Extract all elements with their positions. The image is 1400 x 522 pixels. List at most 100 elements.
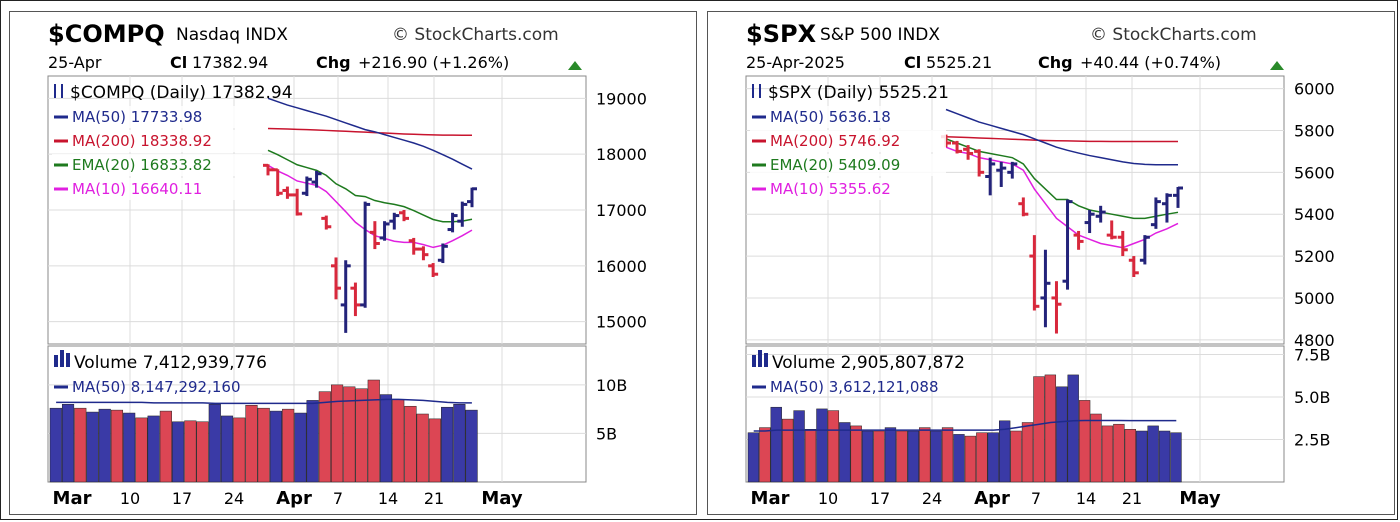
- indicator-legend-label: MA(50) 5636.18: [770, 108, 891, 126]
- x-tick-label: Mar: [751, 488, 790, 509]
- volume-bar: [61, 404, 75, 483]
- indicator-legend-label: MA(50) 17733.98: [72, 108, 202, 126]
- price-y-tick-label: 5400: [1294, 205, 1335, 224]
- volume-bar: [1136, 430, 1148, 483]
- volume-bar: [416, 413, 429, 483]
- volume-bar: [294, 412, 307, 483]
- volume-ma-legend-label: MA(50) 8,147,292,160: [72, 378, 241, 396]
- volume-bar: [1101, 425, 1114, 483]
- x-tick-label: 7: [333, 489, 343, 508]
- volume-bar: [999, 420, 1011, 483]
- price-y-tick-label: 4800: [1294, 331, 1335, 350]
- x-tick-label: 14: [378, 489, 398, 508]
- ma10-line: [945, 146, 1179, 249]
- price-y-tick-label: 5200: [1294, 247, 1335, 266]
- volume-bar: [392, 399, 405, 483]
- volume-bar: [98, 408, 111, 483]
- volume-bar: [896, 430, 908, 483]
- volume-bar: [135, 417, 148, 483]
- x-tick-label: 24: [922, 489, 942, 508]
- volume-legend-title: Volume 2,905,807,872: [772, 353, 965, 373]
- volume-bar: [1147, 425, 1159, 483]
- change-caption: Chg: [1038, 53, 1073, 72]
- change-caption: Chg: [316, 53, 351, 72]
- indicator-legend-bg: [52, 130, 260, 152]
- price-y-tick-label: 5800: [1294, 121, 1335, 140]
- volume-bar: [770, 406, 782, 483]
- volume-bar: [86, 411, 99, 483]
- volume-bar: [1056, 386, 1068, 483]
- volume-y-tick-label: 2.5B: [1294, 431, 1330, 450]
- volume-bar: [907, 430, 919, 483]
- x-tick-label: 17: [172, 489, 192, 508]
- up-arrow-icon: [568, 61, 582, 70]
- x-tick-label: 10: [818, 489, 838, 508]
- volume-legend-icon-bar: [758, 350, 762, 367]
- volume-bar: [184, 420, 197, 483]
- volume-bar: [1170, 432, 1182, 483]
- volume-bar: [1067, 374, 1079, 483]
- volume-bar: [379, 394, 393, 483]
- volume-bar: [269, 410, 282, 483]
- ma200-line: [267, 127, 472, 136]
- volume-bar: [318, 391, 331, 483]
- x-tick-label: Mar: [53, 488, 92, 509]
- indicator-legend-label: EMA(20) 5409.09: [770, 156, 900, 174]
- volume-y-tick-label: 5B: [596, 424, 617, 443]
- indicator-legend-bg: [750, 178, 930, 200]
- indicator-legend-label: MA(10) 16640.11: [72, 180, 202, 198]
- volume-bar: [220, 415, 234, 483]
- volume-bar: [1010, 430, 1022, 483]
- volume-bar: [343, 386, 356, 483]
- x-tick-label: 24: [224, 489, 244, 508]
- indicator-legend-bg: [750, 154, 946, 176]
- volume-ma-line: [56, 398, 472, 405]
- volume-ma-legend-label: MA(50) 3,612,121,088: [770, 378, 939, 396]
- volume-bar: [441, 406, 454, 483]
- volume-legend-title: Volume 7,412,939,776: [74, 353, 267, 373]
- volume-bar: [355, 388, 368, 483]
- volume-bar: [839, 422, 851, 483]
- price-y-tick-label: 5000: [1294, 289, 1335, 308]
- volume-bar: [759, 427, 771, 483]
- volume-legend-icon: [54, 355, 58, 367]
- chart-panel-compq: $COMPQ Nasdaq INDX © StockCharts.com 25-Apr…: [9, 11, 697, 515]
- x-tick-label: 21: [1122, 489, 1142, 508]
- volume-bar: [804, 429, 817, 483]
- volume-bar: [172, 421, 185, 483]
- x-tick-label: Apr: [276, 488, 312, 509]
- x-tick-label: Apr: [974, 488, 1010, 509]
- volume-bar: [1158, 430, 1171, 483]
- indicator-legend-label: MA(10) 5355.62: [770, 180, 891, 198]
- watermark-label: © StockCharts.com: [1090, 25, 1257, 45]
- indicator-legend-label: MA(200) 5746.92: [770, 132, 900, 150]
- volume-bar: [428, 418, 441, 483]
- x-tick-label: 21: [424, 489, 444, 508]
- date-label: 25-Apr: [48, 53, 102, 72]
- price-y-tick-label: 6000: [1294, 80, 1335, 99]
- volume-bar: [453, 404, 466, 483]
- volume-bar: [850, 425, 862, 483]
- x-tick-label: 7: [1031, 489, 1041, 508]
- x-tick-label: 10: [120, 489, 140, 508]
- volume-bar: [233, 417, 246, 483]
- indicator-legend-label: MA(200) 18338.92: [72, 132, 212, 150]
- volume-bar: [747, 432, 760, 483]
- volume-bar: [306, 400, 319, 483]
- volume-legend-icon-bar: [764, 353, 768, 367]
- close-value: 5525.21: [926, 53, 992, 72]
- volume-bar: [1044, 374, 1057, 483]
- indicator-legend-bg: [750, 106, 930, 128]
- volume-bar: [123, 412, 136, 483]
- ema20-line: [267, 149, 473, 223]
- date-label: 25-Apr-2025: [746, 53, 845, 72]
- up-arrow-icon: [1270, 61, 1284, 70]
- watermark-label: © StockCharts.com: [392, 25, 559, 45]
- symbol-label: $COMPQ: [48, 20, 165, 48]
- compq-chart-svg: $COMPQ Nasdaq INDX © StockCharts.com 25-Apr…: [47, 20, 647, 509]
- volume-bar: [147, 415, 160, 483]
- volume-bar: [74, 407, 87, 483]
- volume-bar: [245, 405, 258, 483]
- close-caption: Cl: [170, 53, 187, 72]
- volume-legend-icon-bar: [66, 353, 70, 367]
